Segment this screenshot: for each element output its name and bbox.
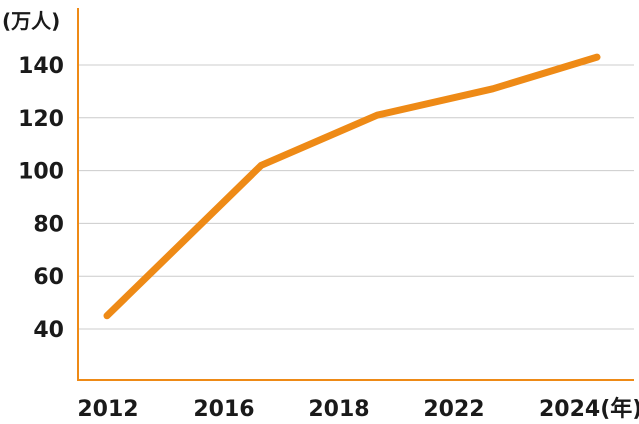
y-axis-unit-label: (万人) [2, 9, 60, 33]
y-tick-label-140: 140 [18, 54, 64, 79]
y-tick-label-60: 60 [33, 265, 64, 290]
axes [77, 8, 634, 381]
series-layer [103, 53, 601, 320]
x-tick-label-2012: 2012 [77, 397, 138, 422]
gridlines [78, 64, 634, 330]
y-tick-label-100: 100 [18, 160, 64, 185]
x-tick-label-2016: 2016 [193, 397, 254, 422]
series-line [103, 53, 601, 320]
x-tick-label-2018: 2018 [308, 397, 369, 422]
y-tick-label-40: 40 [33, 318, 64, 343]
x-axis-unit-label: (年) [600, 396, 639, 422]
x-tick-label-2024: 2024(年) [539, 396, 639, 422]
y-tick-label-120: 120 [18, 107, 64, 132]
y-tick-label-80: 80 [33, 212, 64, 237]
x-tick-label-2022: 2022 [423, 397, 484, 422]
tick-labels: 40 60 80 100 120 140 2012 2016 2018 2022 2024(年) [18, 54, 639, 422]
